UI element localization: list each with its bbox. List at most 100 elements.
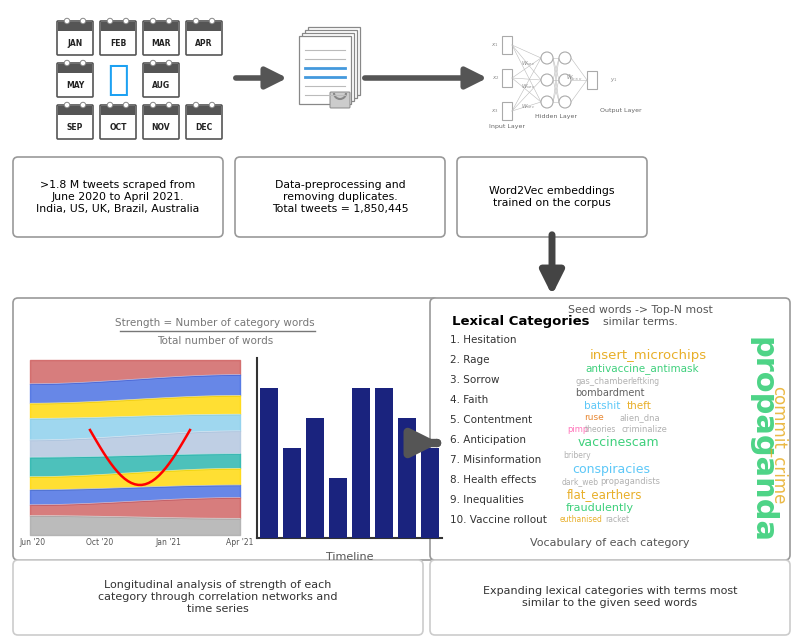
FancyBboxPatch shape: [144, 22, 178, 31]
FancyBboxPatch shape: [305, 30, 357, 98]
FancyBboxPatch shape: [299, 36, 351, 104]
Text: racket: racket: [605, 515, 629, 524]
Circle shape: [65, 60, 70, 65]
Text: antivaccine_antimask: antivaccine_antimask: [585, 363, 698, 374]
Text: Seed words -> Top-N most
similar terms.: Seed words -> Top-N most similar terms.: [568, 305, 712, 327]
Text: $y_1$: $y_1$: [610, 76, 618, 84]
Circle shape: [210, 19, 214, 24]
Text: >1.8 M tweets scraped from
June 2020 to April 2021.
India, US, UK, Brazil, Austr: >1.8 M tweets scraped from June 2020 to …: [36, 180, 200, 213]
FancyBboxPatch shape: [57, 21, 93, 55]
Circle shape: [167, 62, 170, 65]
Circle shape: [167, 19, 170, 22]
Text: fraudulently: fraudulently: [566, 503, 634, 513]
FancyBboxPatch shape: [101, 22, 135, 31]
Circle shape: [151, 103, 154, 106]
FancyBboxPatch shape: [187, 106, 221, 115]
Circle shape: [210, 103, 214, 106]
Circle shape: [166, 103, 171, 108]
Text: bribery: bribery: [563, 451, 590, 460]
Text: batshit: batshit: [584, 401, 620, 411]
FancyBboxPatch shape: [186, 105, 222, 139]
Text: 9. Inequalities: 9. Inequalities: [450, 495, 524, 505]
FancyBboxPatch shape: [430, 560, 790, 635]
Text: Longitudinal analysis of strength of each
category through correlation networks : Longitudinal analysis of strength of eac…: [98, 580, 338, 613]
Circle shape: [166, 60, 171, 65]
Text: MAY: MAY: [66, 81, 84, 90]
Circle shape: [166, 19, 171, 24]
Circle shape: [150, 103, 155, 108]
Text: $W_{vec}$: $W_{vec}$: [521, 82, 535, 91]
FancyBboxPatch shape: [457, 157, 647, 237]
Circle shape: [541, 96, 553, 108]
FancyBboxPatch shape: [57, 105, 93, 139]
Text: OCT: OCT: [110, 124, 126, 133]
Text: 10. Vaccine rollout: 10. Vaccine rollout: [450, 515, 547, 525]
Text: $x_3$: $x_3$: [491, 107, 499, 115]
FancyBboxPatch shape: [329, 478, 347, 538]
Circle shape: [82, 103, 85, 106]
Circle shape: [82, 19, 85, 22]
Circle shape: [167, 103, 170, 106]
Text: insert_microchips: insert_microchips: [590, 349, 707, 362]
Text: 4. Faith: 4. Faith: [450, 395, 488, 405]
Circle shape: [541, 74, 553, 86]
Text: Jan '21: Jan '21: [156, 538, 182, 547]
FancyBboxPatch shape: [58, 64, 92, 73]
FancyBboxPatch shape: [100, 105, 136, 139]
FancyBboxPatch shape: [502, 69, 512, 87]
Text: bombardment: bombardment: [575, 388, 645, 398]
Circle shape: [559, 96, 571, 108]
Text: theft: theft: [627, 401, 652, 411]
Text: vaccinescam: vaccinescam: [578, 437, 660, 449]
Text: Oct '20: Oct '20: [86, 538, 113, 547]
Text: alien_dna: alien_dna: [620, 413, 661, 422]
Circle shape: [194, 19, 198, 24]
Circle shape: [107, 19, 113, 24]
FancyBboxPatch shape: [587, 71, 597, 89]
FancyBboxPatch shape: [58, 22, 92, 31]
Text: 7. Misinformation: 7. Misinformation: [450, 455, 542, 465]
Circle shape: [559, 74, 571, 86]
Text: Input Layer: Input Layer: [489, 124, 525, 129]
FancyBboxPatch shape: [330, 92, 350, 108]
Text: Data-preprocessing and
removing duplicates.
Total tweets = 1,850,445: Data-preprocessing and removing duplicat…: [272, 180, 408, 213]
FancyBboxPatch shape: [306, 418, 324, 538]
Text: NOV: NOV: [152, 124, 170, 133]
Circle shape: [210, 103, 214, 108]
Text: conspiracies: conspiracies: [572, 463, 650, 476]
FancyBboxPatch shape: [186, 21, 222, 55]
FancyBboxPatch shape: [502, 102, 512, 120]
Text: Vocabulary of each category: Vocabulary of each category: [530, 538, 690, 548]
Circle shape: [194, 19, 198, 22]
FancyBboxPatch shape: [143, 105, 179, 139]
Text: flat_earthers: flat_earthers: [567, 488, 642, 501]
Text: $W_{vec}$: $W_{vec}$: [521, 59, 535, 68]
Text: Strength = Number of category words: Strength = Number of category words: [115, 318, 315, 328]
FancyBboxPatch shape: [144, 64, 178, 73]
Text: dark_web: dark_web: [562, 478, 599, 487]
Circle shape: [150, 60, 155, 65]
Text: theories: theories: [585, 426, 616, 435]
Text: SEP: SEP: [67, 124, 83, 133]
Text: Apr '21: Apr '21: [226, 538, 254, 547]
Text: $x_2$: $x_2$: [491, 74, 499, 82]
FancyBboxPatch shape: [421, 448, 439, 538]
Circle shape: [559, 52, 571, 64]
Text: pimp: pimp: [567, 426, 588, 435]
Text: leftking: leftking: [630, 376, 659, 385]
Text: 3. Sorrow: 3. Sorrow: [450, 375, 499, 385]
Circle shape: [109, 19, 111, 22]
Text: euthanised: euthanised: [560, 515, 603, 524]
Circle shape: [194, 103, 198, 108]
Circle shape: [125, 103, 127, 106]
Circle shape: [151, 19, 154, 22]
Text: AUG: AUG: [152, 81, 170, 90]
FancyBboxPatch shape: [235, 157, 445, 237]
Circle shape: [66, 19, 69, 22]
Text: gas_chamber: gas_chamber: [576, 376, 633, 385]
FancyBboxPatch shape: [502, 36, 512, 54]
Text: commit_crime: commit_crime: [769, 386, 787, 504]
Circle shape: [123, 103, 129, 108]
Circle shape: [151, 62, 154, 65]
Circle shape: [81, 103, 86, 108]
